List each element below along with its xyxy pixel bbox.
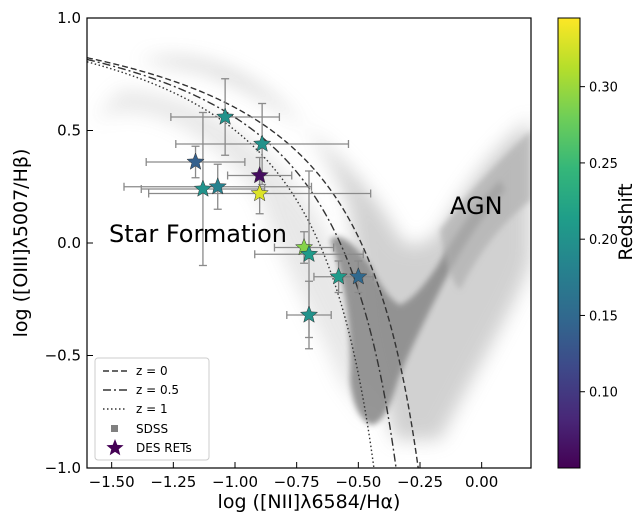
y-tick-label: 1.0 [57, 9, 81, 27]
legend-des-star-icon [106, 439, 124, 456]
des-ret-star-point [250, 165, 269, 184]
demarcation-curves [87, 57, 419, 468]
des-ret-star-point [252, 134, 272, 152]
curve-dashdot [87, 58, 397, 468]
des-ret-star-point [299, 305, 319, 323]
legend-sdss-square-icon [111, 425, 118, 432]
annotation-star-formation: Star Formation [109, 220, 287, 248]
x-tick-label: −1.50 [89, 473, 135, 491]
legend-label-z05: z = 0.5 [136, 383, 179, 397]
des-ret-points [186, 107, 368, 323]
legend-label-z1: z = 1 [136, 402, 168, 416]
x-tick-label: −0.75 [274, 473, 320, 491]
y-tick-label: −0.5 [45, 347, 81, 365]
x-axis-ticks: −1.50 −1.25 −1.00 −0.75 −0.50 −0.25 0.00 [89, 462, 498, 491]
colorbar [557, 17, 581, 469]
x-tick-label: 0.00 [465, 473, 498, 491]
curve-dotted [87, 61, 375, 468]
colorbar-tick-label: 0.15 [589, 309, 618, 324]
des-ret-star-point [208, 177, 227, 195]
y-axis-label: log ([OIII]λ5007/Hβ) [10, 149, 32, 338]
des-ret-star-point [250, 183, 269, 202]
des-ret-star-point [186, 152, 205, 170]
annotation-agn: AGN [450, 192, 503, 220]
colorbar-tick-label: 0.25 [589, 157, 618, 172]
y-axis-ticks: −1.0 −0.5 0.0 0.5 1.0 [45, 9, 93, 477]
x-tick-label: −0.50 [335, 473, 381, 491]
legend: z = 0 z = 0.5 z = 1 SDSS DES RETs [94, 357, 210, 461]
colorbar-label: Redshift [615, 183, 637, 260]
legend-label-des: DES RETs [136, 441, 192, 455]
legend-box [94, 357, 210, 461]
y-tick-label: 0.5 [57, 122, 81, 140]
colorbar-ticks: 0.10 0.15 0.20 0.25 0.30 [580, 81, 618, 401]
x-tick-label: −1.25 [150, 473, 196, 491]
legend-label-z0: z = 0 [136, 364, 168, 378]
x-tick-label: −1.00 [212, 473, 258, 491]
y-tick-label: −1.0 [45, 459, 81, 477]
des-ret-star-point [349, 267, 368, 285]
des-ret-star-point [329, 267, 348, 285]
colorbar-tick-label: 0.10 [589, 386, 618, 401]
colorbar-tick-label: 0.30 [589, 81, 618, 96]
sdss-density-cloud [95, 57, 531, 440]
des-ret-star-point [215, 107, 235, 125]
des-ret-star-point [193, 179, 213, 197]
curve-dashed [87, 57, 419, 468]
des-star-icon [106, 439, 124, 456]
x-tick-label: −0.25 [397, 473, 443, 491]
des-ret-star-point [299, 244, 319, 263]
colorbar-tick-label: 0.20 [589, 233, 618, 248]
x-axis-label: log ([NII]λ6584/Hα) [218, 491, 401, 513]
legend-label-sdss: SDSS [136, 422, 168, 436]
y-tick-label: 0.0 [57, 234, 81, 252]
